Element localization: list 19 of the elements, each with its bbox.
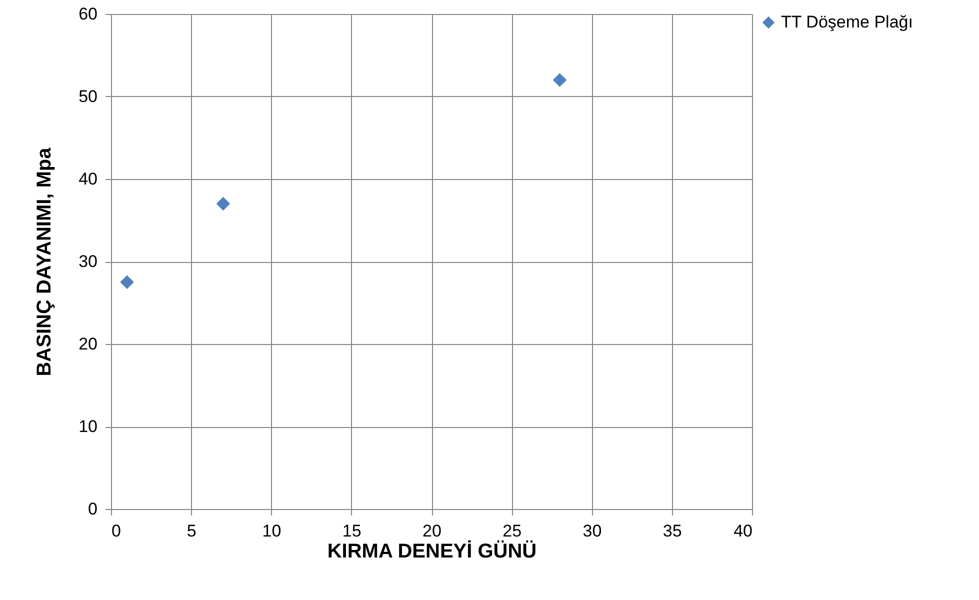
legend-label: TT Döşeme Plağı xyxy=(781,12,913,32)
y-tick-label: 60 xyxy=(78,4,98,24)
x-tick-label: 30 xyxy=(582,522,602,540)
x-tick-label: 35 xyxy=(662,522,682,540)
y-axis-title: BASINÇ DAYANIMI, Mpa xyxy=(34,146,56,376)
x-tick-label: 5 xyxy=(186,522,196,540)
y-tick-label: 20 xyxy=(78,334,98,354)
x-tick-label: 25 xyxy=(502,522,522,540)
x-tick-label: 0 xyxy=(112,522,121,540)
x-tick-label: 15 xyxy=(342,522,362,540)
y-tick-label: 40 xyxy=(78,170,98,188)
x-axis-title: KIRMA DENEYİ GÜNÜ xyxy=(327,540,537,562)
y-tick-label: 30 xyxy=(78,252,98,271)
y-tick-label: 50 xyxy=(78,87,98,106)
y-tick-label: 10 xyxy=(78,417,98,436)
x-tick-label: 10 xyxy=(262,522,282,540)
x-tick-label: 20 xyxy=(422,522,442,540)
x-tick-label: 40 xyxy=(734,522,752,540)
y-tick-label: 0 xyxy=(88,500,98,518)
